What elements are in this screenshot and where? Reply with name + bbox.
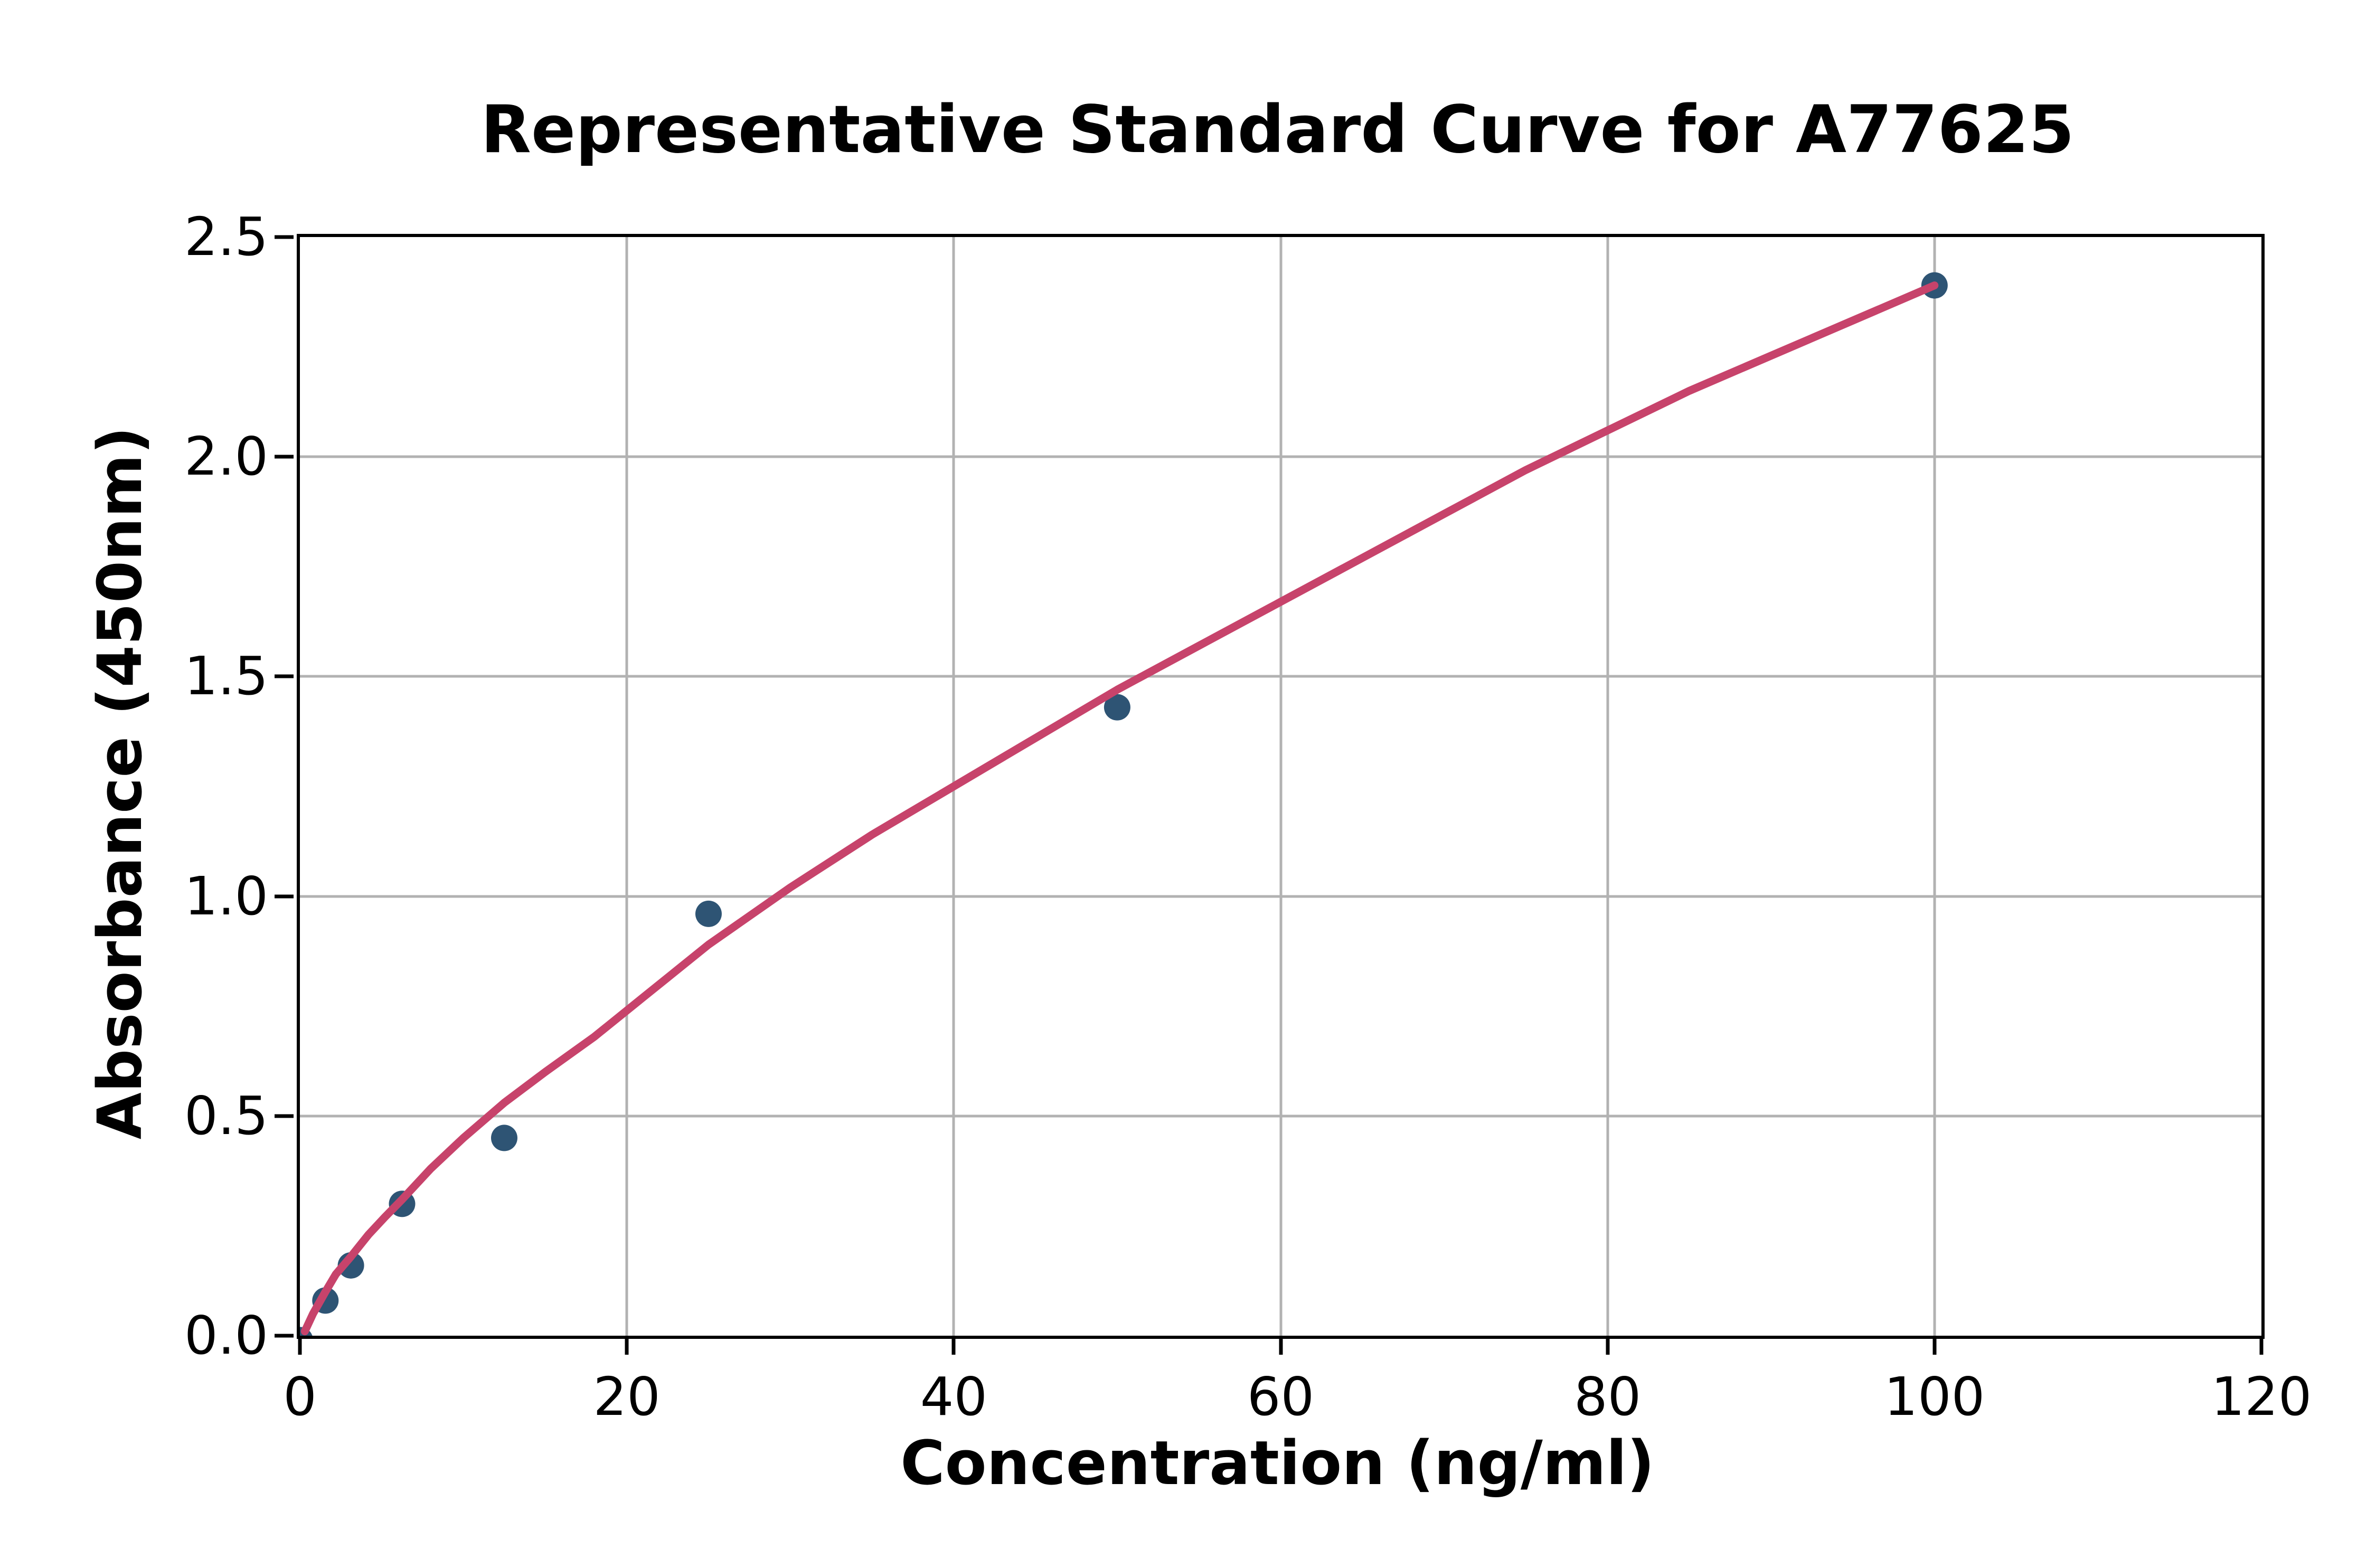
y-axis-tick: [275, 1114, 294, 1118]
y-gridline: [300, 675, 2261, 678]
x-tick-label: 0: [283, 1366, 317, 1428]
x-axis-tick: [1279, 1336, 1283, 1355]
standard-curve-line: [300, 281, 1939, 1336]
x-tick-label: 60: [1247, 1366, 1315, 1428]
data-point: [1104, 694, 1130, 721]
x-gridline: [1933, 237, 1936, 1336]
x-tick-label: 80: [1574, 1366, 1642, 1428]
x-gridline: [625, 237, 628, 1336]
chart-title: Representative Standard Curve for A77625: [480, 92, 2075, 168]
y-axis-tick: [275, 1334, 294, 1338]
y-axis-label: Absorbance (450nm): [85, 426, 156, 1140]
x-axis-tick: [298, 1336, 302, 1355]
y-tick-label: 2.5: [184, 206, 268, 268]
y-gridline: [300, 455, 2261, 458]
x-axis-label: Concentration (ng/ml): [900, 1428, 1655, 1499]
data-point: [695, 900, 722, 927]
x-gridline: [1279, 237, 1282, 1336]
y-tick-label: 1.0: [184, 865, 268, 927]
y-tick-label: 1.5: [184, 645, 268, 707]
y-gridline: [300, 895, 2261, 898]
x-tick-label: 40: [920, 1366, 987, 1428]
y-axis-tick: [275, 894, 294, 899]
y-tick-label: 0.5: [184, 1084, 268, 1147]
x-axis-tick: [1932, 1336, 1937, 1355]
x-tick-label: 100: [1884, 1366, 1985, 1428]
chart-canvas: [300, 272, 1948, 1336]
data-point: [491, 1125, 517, 1151]
y-tick-label: 2.0: [184, 426, 268, 488]
x-gridline: [1606, 237, 1609, 1336]
x-tick-label: 120: [2211, 1366, 2312, 1428]
x-axis-tick: [1606, 1336, 1610, 1355]
plot-area: [297, 234, 2265, 1339]
x-axis-tick: [625, 1336, 629, 1355]
y-tick-label: 0.0: [184, 1305, 268, 1366]
y-gridline: [300, 1114, 2261, 1118]
y-axis-tick: [275, 674, 294, 678]
y-axis-tick: [275, 235, 294, 239]
y-axis-tick: [275, 455, 294, 459]
x-tick-label: 20: [593, 1366, 661, 1428]
x-axis-tick: [2259, 1336, 2264, 1355]
x-axis-tick: [951, 1336, 956, 1355]
